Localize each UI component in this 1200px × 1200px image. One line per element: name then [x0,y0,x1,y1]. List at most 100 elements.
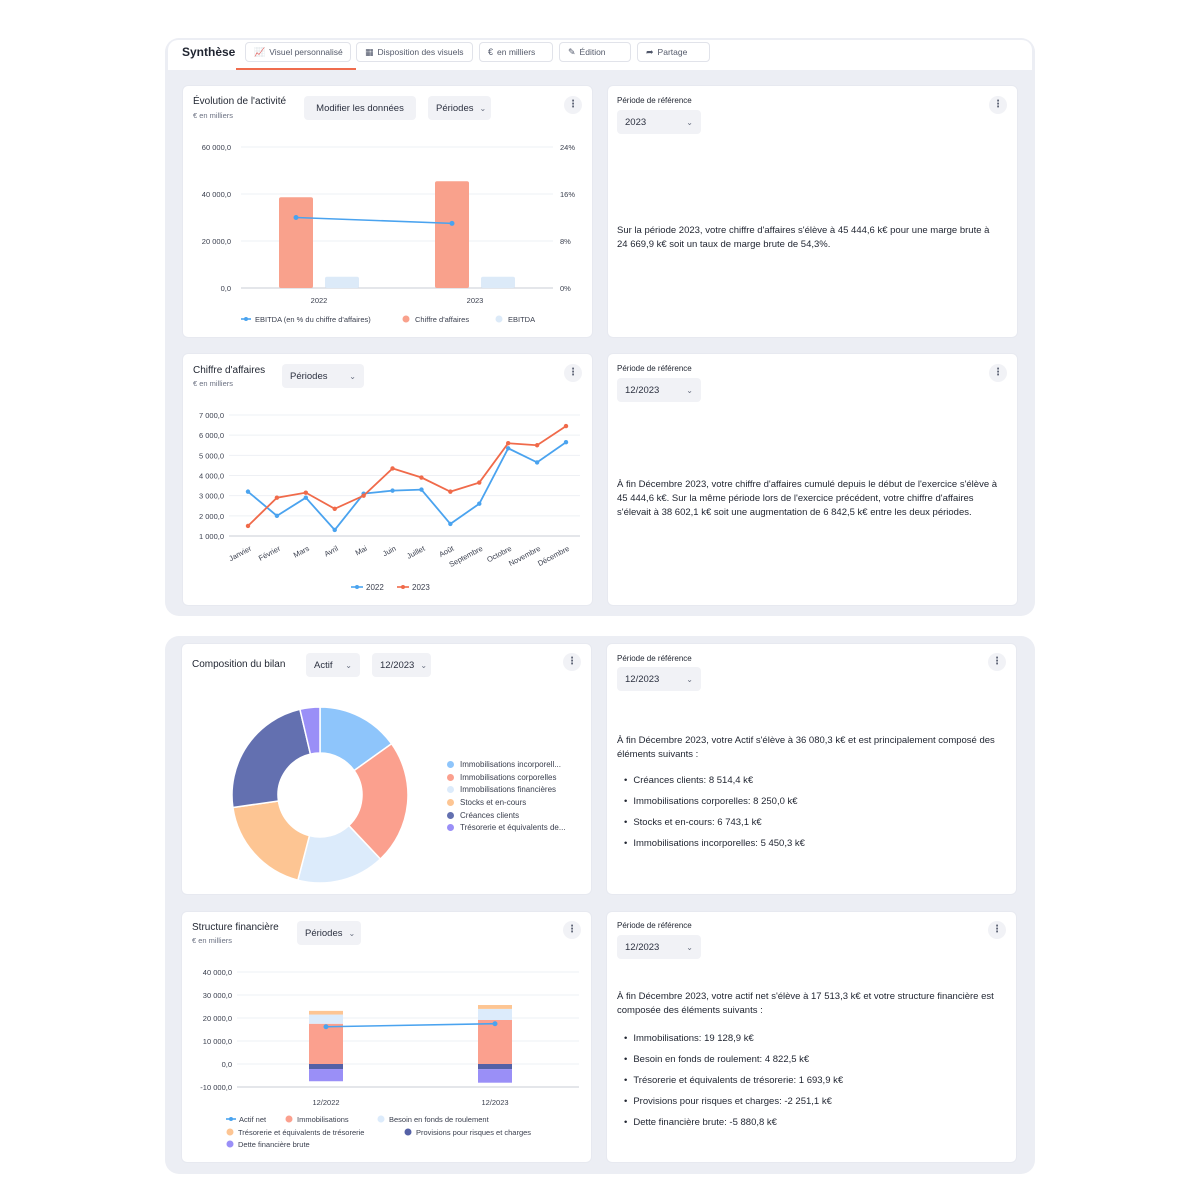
legend-item[interactable]: Immobilisations financières [447,783,566,796]
line-series-2023 [247,425,567,527]
bar-chiffre-affaires [279,197,313,288]
x-tick-label: 12/2023 [481,1098,508,1107]
more-options-icon[interactable]: ⋮ [564,364,582,382]
legend-label: Dette financière brute [238,1140,310,1149]
legend-label: Trésorerie et équivalents de... [460,823,566,833]
legend-dot [226,1140,234,1148]
x-tick-label: Mai [354,544,369,558]
y-tick-label: 20 000,0 [203,1014,232,1023]
y-tick-label: 7 000,0 [199,411,224,420]
bar-segment-Besoin en fonds de roulement [309,1014,343,1024]
more-options-icon[interactable]: ⋮ [988,653,1006,671]
bar-segment-Provisions pour risques et charges [309,1064,343,1070]
point-series-2022 [303,495,309,500]
point-series-2023 [390,466,395,471]
line-actif-net [325,1022,496,1028]
legend-label: Besoin en fonds de roulement [389,1115,490,1124]
card-title: Structure financière [192,922,279,933]
point-series-2023 [477,480,482,485]
tab-edition[interactable]: ✎ Édition [559,42,631,62]
tab-partage[interactable]: ➦ Partage [637,42,710,62]
tab-label: Édition [579,47,606,57]
chevron-down-icon: ⌄ [686,385,693,395]
list-item: Immobilisations corporelles: 8 250,0 k€ [622,796,805,817]
x-tick-label: 12/2022 [312,1098,339,1107]
line-series-2022 [247,441,567,532]
bar-segment-Immobilisations [309,1023,343,1064]
legend-item[interactable]: Immobilisations corporelles [447,771,566,784]
modify-data-button[interactable]: Modifier les données [304,96,416,120]
legend-dot [447,824,454,832]
chevron-down-icon: ⌄ [345,660,352,670]
reference-period-label: Période de référence [617,654,692,663]
structure-summary-text: À fin Décembre 2023, votre actif net s'é… [617,991,994,1016]
reference-period-select[interactable]: 2023 ⌄ [617,110,701,134]
chevron-down-icon: ⌄ [349,371,356,381]
balance-bullets: Créances clients: 8 514,4 k€ Immobilisat… [622,775,805,859]
legend-label: Immobilisations [297,1115,349,1124]
tab-label: Visuel personnalisé [269,47,343,57]
structure-bullets: Immobilisations: 19 128,9 k€ Besoin en f… [622,1033,843,1138]
reference-period-label: Période de référence [617,364,692,373]
more-options-icon[interactable]: ⋮ [563,653,581,671]
point-series-2022 [245,489,251,494]
point-series-2023 [361,493,366,498]
side-select[interactable]: Actif ⌄ [306,653,360,677]
y-tick-label: 1 000,0 [199,532,224,541]
more-options-icon[interactable]: ⋮ [564,96,582,114]
legend-label: Provisions pour risques et charges [416,1128,531,1137]
legend-item[interactable]: Créances clients [447,809,566,822]
legend-line-dot [401,585,405,589]
reference-period-label: Période de référence [617,96,692,105]
donut-slice [299,706,321,756]
point-series-2023 [448,489,453,494]
reference-period-select[interactable]: 12/2023 ⌄ [617,935,701,959]
reference-period-select[interactable]: 12/2023 ⌄ [617,378,701,402]
balance-donut-chart [231,706,409,884]
balance-summary-text: À fin Décembre 2023, votre Actif s'élève… [617,735,995,760]
legend-label: Immobilisations incorporell... [460,759,561,769]
legend-dot [285,1115,293,1123]
legend-line-dot [355,585,359,589]
legend-item[interactable]: Trésorerie et équivalents de... [447,821,566,834]
legend-label: Immobilisations financières [460,785,557,795]
x-tick-label: Février [257,544,282,563]
y-tick-label: 5 000,0 [199,451,224,460]
more-options-icon[interactable]: ⋮ [989,364,1007,382]
tab-en-milliers[interactable]: € en milliers [479,42,553,62]
legend-label: Chiffre d'affaires [415,315,469,324]
reference-period-select[interactable]: 12/2023 ⌄ [617,667,701,691]
point-series-2022 [534,460,540,465]
tab-disposition-visuels[interactable]: ▦ Disposition des visuels [356,42,473,62]
list-item: Créances clients: 8 514,4 k€ [622,775,805,796]
periods-select[interactable]: Périodes ⌄ [428,96,491,120]
y-tick-label: -10 000,0 [200,1083,232,1092]
point-series-2022 [477,501,482,506]
chevron-down-icon: ⌄ [686,942,693,952]
tab-visuel-personnalise[interactable]: 📈 Visuel personnalisé [245,42,351,62]
more-options-icon[interactable]: ⋮ [988,921,1006,939]
line-ebitda-pct [295,216,453,225]
card-unit: € en milliers [193,111,234,120]
y-tick-label: 4 000,0 [199,472,224,481]
x-tick-label: Janvier [227,544,253,564]
y-tick-label: 10 000,0 [203,1037,232,1046]
periods-select[interactable]: Périodes ⌄ [297,921,361,945]
y2-tick-label: 24% [560,143,575,152]
x-tick-label: Juillet [405,543,427,560]
x-tick-label: Août [437,543,456,559]
list-item: Immobilisations: 19 128,9 k€ [622,1033,843,1054]
legend-dot [495,315,503,323]
y2-tick-label: 16% [560,190,575,199]
legend-dot [447,760,454,768]
legend-label: Créances clients [460,810,520,820]
periods-select[interactable]: Périodes ⌄ [282,364,364,388]
y-tick-label: 40 000,0 [202,190,231,199]
legend-item[interactable]: Immobilisations incorporell... [447,758,566,771]
more-options-icon[interactable]: ⋮ [989,96,1007,114]
bar-ebitda [481,276,515,288]
select-value: Périodes [305,927,343,939]
more-options-icon[interactable]: ⋮ [563,921,581,939]
legend-item[interactable]: Stocks et en-cours [447,796,566,809]
date-select[interactable]: 12/2023 ⌄ [372,653,431,677]
